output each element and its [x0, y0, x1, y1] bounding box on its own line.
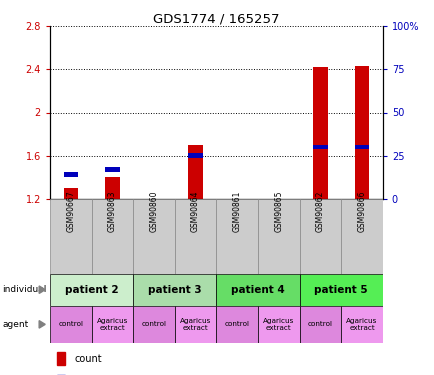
- FancyBboxPatch shape: [133, 274, 216, 306]
- Bar: [188, 145, 202, 199]
- FancyBboxPatch shape: [50, 274, 133, 306]
- Text: patient 2: patient 2: [65, 285, 118, 295]
- FancyBboxPatch shape: [174, 306, 216, 343]
- FancyBboxPatch shape: [340, 199, 382, 274]
- Text: GSM90860: GSM90860: [149, 191, 158, 232]
- Text: count: count: [75, 354, 102, 364]
- Text: Agaricus
extract: Agaricus extract: [96, 318, 128, 331]
- FancyBboxPatch shape: [340, 306, 382, 343]
- Bar: [63, 172, 78, 177]
- FancyBboxPatch shape: [50, 199, 92, 274]
- Text: Agaricus
extract: Agaricus extract: [180, 318, 211, 331]
- Bar: [63, 188, 78, 199]
- FancyBboxPatch shape: [257, 199, 299, 274]
- FancyBboxPatch shape: [216, 306, 257, 343]
- Bar: [312, 145, 327, 149]
- FancyBboxPatch shape: [50, 306, 92, 343]
- Text: control: control: [224, 321, 249, 327]
- Bar: [354, 145, 368, 149]
- Text: control: control: [141, 321, 166, 327]
- Text: GSM90862: GSM90862: [315, 191, 324, 232]
- FancyBboxPatch shape: [174, 199, 216, 274]
- Text: Agaricus
extract: Agaricus extract: [345, 318, 377, 331]
- Bar: [56, 352, 65, 365]
- FancyBboxPatch shape: [257, 306, 299, 343]
- Text: patient 5: patient 5: [314, 285, 367, 295]
- Text: Agaricus
extract: Agaricus extract: [263, 318, 294, 331]
- Text: GSM90863: GSM90863: [108, 191, 117, 232]
- Text: individual: individual: [2, 285, 46, 294]
- Text: GSM90861: GSM90861: [232, 191, 241, 232]
- FancyBboxPatch shape: [92, 306, 133, 343]
- Text: patient 4: patient 4: [230, 285, 284, 295]
- Text: GSM90866: GSM90866: [357, 191, 366, 232]
- FancyBboxPatch shape: [216, 199, 257, 274]
- FancyBboxPatch shape: [216, 274, 299, 306]
- Bar: [105, 167, 119, 172]
- FancyBboxPatch shape: [299, 306, 340, 343]
- Text: GSM90667: GSM90667: [66, 191, 75, 232]
- Title: GDS1774 / 165257: GDS1774 / 165257: [153, 12, 279, 25]
- Text: control: control: [307, 321, 332, 327]
- Text: GSM90865: GSM90865: [274, 191, 283, 232]
- Text: patient 3: patient 3: [148, 285, 201, 295]
- Bar: [312, 67, 327, 199]
- Bar: [105, 177, 119, 199]
- Text: agent: agent: [2, 320, 28, 329]
- FancyBboxPatch shape: [133, 199, 174, 274]
- Bar: [354, 66, 368, 199]
- FancyBboxPatch shape: [299, 199, 340, 274]
- FancyBboxPatch shape: [92, 199, 133, 274]
- FancyBboxPatch shape: [133, 306, 174, 343]
- Text: GSM90864: GSM90864: [191, 191, 200, 232]
- FancyBboxPatch shape: [299, 274, 382, 306]
- Bar: [188, 153, 202, 158]
- Text: control: control: [58, 321, 83, 327]
